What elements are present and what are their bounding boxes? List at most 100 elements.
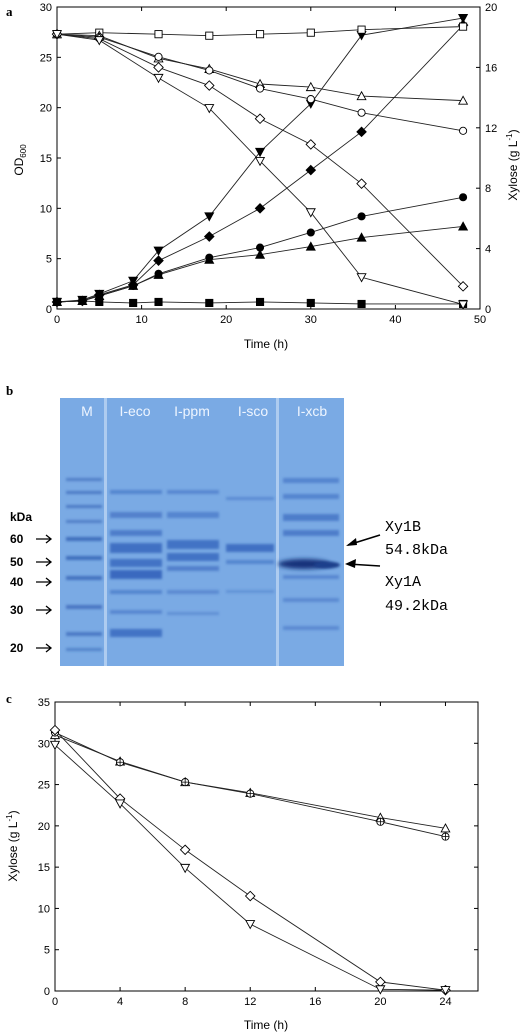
panel-c-ylabel-text: Xylose (g L xyxy=(6,821,20,881)
panel-a-series-0-point xyxy=(154,297,163,307)
panel-c-series-2-point xyxy=(179,844,191,856)
panel-a-series-8-point xyxy=(153,62,164,73)
panel-a-left-axis: 0 5 10 15 20 25 30 xyxy=(40,2,61,316)
panel-c-ylabel-end: ) xyxy=(6,810,20,814)
panel-a-series-0-point xyxy=(255,297,265,307)
panel-a-left-tick-label: 5 xyxy=(46,254,52,266)
panel-c-series-3-line xyxy=(54,744,446,991)
panel-a-series-3-point xyxy=(306,228,315,237)
panel-a-series-2-point xyxy=(153,255,164,266)
panel-a-series-9-point xyxy=(458,300,469,310)
panel-a-series-1-point xyxy=(458,14,469,24)
panel-a-series-4-point xyxy=(204,254,215,264)
panel-a-series-9-point xyxy=(305,208,316,218)
panel-a-series-9-point xyxy=(254,156,266,167)
gel-lane-label-eco: I-eco xyxy=(119,403,150,419)
panel-c-y-tick-label: 30 xyxy=(38,738,50,750)
panel-c-series-2-line xyxy=(54,729,446,991)
gel-marker-arrow-30 xyxy=(36,605,53,615)
panel-c-series-3-point xyxy=(245,920,256,930)
panel-a-series-5-point xyxy=(306,28,315,37)
gel-kda-unit: kDa xyxy=(10,510,32,524)
gel-marker-60: 60 xyxy=(10,532,24,546)
panel-a-series-4-point xyxy=(77,295,88,305)
gel-marker-30: 30 xyxy=(10,603,24,617)
panel-a-series-9-line xyxy=(56,33,464,305)
panel-c-series-2-point xyxy=(375,976,386,988)
panel-a-series-8-point xyxy=(254,113,266,125)
panel-a-series-9-point xyxy=(204,104,215,114)
panel-a-x-axis: 0 10 20 30 40 50 xyxy=(54,7,486,326)
panel-a-series-0-point xyxy=(129,298,138,308)
xylose-paren: ) xyxy=(506,129,520,133)
gel-lane-eco xyxy=(110,490,162,637)
xylb-arrowhead xyxy=(346,538,357,546)
panel-a-series-4-point xyxy=(153,269,164,279)
panel-a-series-7-point xyxy=(306,95,315,104)
panel-c-y-tick-label: 25 xyxy=(38,780,50,792)
panel-c-chart: c 0 4 8 12 16 20 24 0 5 10 15 20 25 30 35 Time (h) Xy… xyxy=(5,691,479,1032)
gel-molecular-weight-markers: 60 50 40 30 20 xyxy=(10,532,53,655)
panel-a-series-5-point xyxy=(459,22,468,31)
panel-a-series-5-point xyxy=(205,31,214,40)
gel-marker-arrow-20 xyxy=(36,643,53,653)
gel-marker-arrow-40 xyxy=(36,577,53,587)
panel-a-series-1-point xyxy=(204,212,215,222)
panel-a-series-6-point xyxy=(305,81,316,92)
panel-c-series-3-point xyxy=(114,799,126,809)
panel-a-x-tick-label: 50 xyxy=(474,314,486,326)
panel-a-right-tick-label: 12 xyxy=(485,123,497,135)
panel-c-y-axis-title: Xylose (g L-1) xyxy=(5,810,20,881)
gel-lane-dividers xyxy=(104,398,279,666)
panel-c-series-1-point-cross xyxy=(116,758,124,766)
gel-lane-label-sco: I-sco xyxy=(238,403,269,419)
panel-a-series-8-point xyxy=(305,139,317,150)
xyla-size: 49.2kDa xyxy=(385,598,448,615)
xylose-label: Xylose (g L xyxy=(506,140,520,200)
panel-c-series-0-line xyxy=(54,734,446,829)
panel-a-series-7-point xyxy=(459,126,468,135)
panel-a-series-4-point xyxy=(51,296,63,307)
panel-c-series-1-point-cross xyxy=(376,818,384,826)
panel-c-y-tick-label: 10 xyxy=(38,903,50,915)
panel-a-series-6-point xyxy=(458,95,469,105)
panel-a-series-4-point xyxy=(356,232,367,242)
panel-a-series-6-line xyxy=(56,33,464,102)
panel-a-series-1-point xyxy=(254,147,266,158)
panel-c-series-0-point xyxy=(440,823,451,833)
panel-a-plot-frame xyxy=(56,6,481,310)
panel-b-letter: b xyxy=(6,383,13,398)
gel-lane-label-ppm: I-ppm xyxy=(174,403,210,419)
panel-a-left-tick-label: 20 xyxy=(40,103,52,115)
panel-a-series-4-point xyxy=(305,241,316,251)
panel-a-series-7-point xyxy=(154,52,163,61)
gel-lane-ppm xyxy=(167,490,219,615)
xyla-arrowhead xyxy=(345,559,356,568)
panel-c-series-3-point xyxy=(180,863,191,874)
panel-a-series-5-point xyxy=(154,30,163,39)
gel-lane-label-m: M xyxy=(81,403,93,419)
panel-c-series-2-point xyxy=(49,724,61,736)
panel-a-series-4-line xyxy=(56,226,464,303)
gel-marker-50: 50 xyxy=(10,555,24,569)
panel-a-series-9-point xyxy=(153,73,164,84)
panel-a-left-tick-label: 30 xyxy=(40,2,52,14)
panel-c-series xyxy=(49,724,451,996)
panel-a-left-tick-label: 15 xyxy=(40,153,52,165)
panel-a-x-tick-label: 0 xyxy=(54,314,60,326)
panel-a-right-tick-label: 16 xyxy=(485,62,497,74)
xylb-label: Xy1B xyxy=(385,519,421,536)
gel-divider-1 xyxy=(104,398,107,666)
panel-b-gel-figure: b M I-eco I-ppm I-sco I-xcb xyxy=(6,383,448,666)
xyla-label: Xy1A xyxy=(385,574,421,591)
panel-c-y-tick-label: 20 xyxy=(38,821,50,833)
gel-lane-label-xcb: I-xcb xyxy=(297,403,328,419)
panel-a-series-7-point xyxy=(357,108,366,117)
panel-a-x-tick-label: 20 xyxy=(220,314,232,326)
panel-a-left-axis-title: OD600 xyxy=(12,144,28,176)
panel-a-series-8-line xyxy=(56,33,464,287)
panel-a-series-2-point xyxy=(203,231,215,242)
od-subscript: 600 xyxy=(19,144,28,158)
panel-a-series-7-point xyxy=(205,66,214,75)
